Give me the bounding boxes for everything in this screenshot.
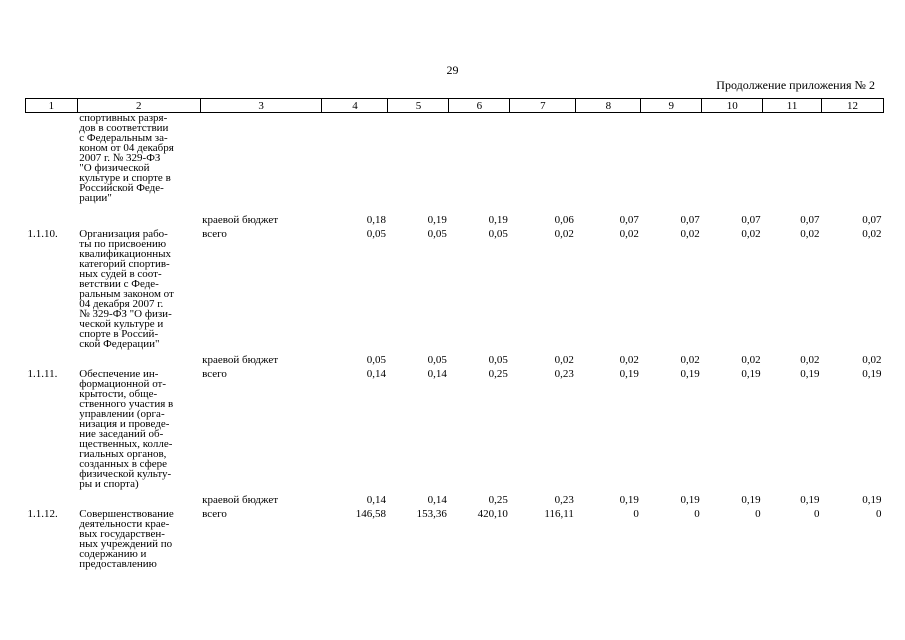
amount-cell: 0,25 (488, 494, 508, 506)
column-header: 10 (701, 98, 764, 113)
column-header: 7 (509, 98, 577, 113)
column-header: 2 (76, 98, 201, 113)
table-row: 1.1.11. Обеспечение ин- формационной от- … (26, 365, 884, 490)
amount-cell: 0,02 (554, 228, 574, 240)
column-number-row: 1 2 3 4 5 6 7 8 9 10 11 12 (25, 98, 884, 113)
column-header: 3 (199, 98, 323, 113)
funding-source: всего (202, 368, 227, 380)
amount-cell: 0,19 (427, 214, 447, 226)
amount-cell: 0,19 (680, 494, 700, 506)
amount-cell: 0,02 (800, 228, 820, 240)
amount-cell: 0,02 (554, 354, 574, 366)
table-row: 1.1.12. Совершенствование деятельности кр… (26, 505, 884, 570)
page-number: 29 (446, 63, 459, 77)
amount-cell: 146,58 (355, 508, 386, 520)
column-header: 9 (640, 98, 703, 113)
amount-cell: 0,02 (680, 354, 700, 366)
column-header: 4 (321, 98, 389, 113)
column-header: 1 (25, 98, 78, 113)
amount-cell: 0,02 (741, 354, 761, 366)
amount-cell: 0,19 (800, 368, 820, 380)
item-number: 1.1.12. (27, 508, 58, 520)
financing-table: 1 2 3 4 5 6 7 8 9 10 11 12 спортивных ра… (25, 98, 884, 570)
amount-cell: 0,19 (619, 494, 639, 506)
funding-source: краевой бюджет (202, 214, 279, 226)
amount-cell: 153,36 (416, 508, 447, 520)
activity-name: Организация рабо- ты по присвоению квали… (79, 228, 174, 350)
amount-cell: 0,05 (427, 354, 447, 366)
amount-cell: 0,02 (741, 228, 761, 240)
amount-cell: 0,05 (488, 228, 508, 240)
amount-cell: 0,07 (741, 214, 761, 226)
amount-cell: 0,02 (619, 228, 639, 240)
appendix-note: Продолжение приложения № 2 (716, 78, 875, 92)
amount-cell: 0,19 (488, 214, 508, 226)
amount-cell: 0,19 (862, 494, 882, 506)
amount-cell: 0,07 (800, 214, 820, 226)
amount-cell: 0,05 (427, 228, 447, 240)
funding-source: краевой бюджет (202, 354, 279, 366)
amount-cell: 0,05 (366, 228, 386, 240)
column-header: 8 (575, 98, 642, 113)
funding-source: всего (202, 508, 227, 520)
amount-cell: 0,19 (741, 494, 761, 506)
item-number (26, 211, 78, 225)
activity-name: спортивных разря- дов в соответствии с Ф… (79, 112, 174, 204)
column-header: 12 (821, 98, 884, 113)
amount-cell: 116,11 (544, 508, 574, 520)
table-row: краевой бюджет 0,18 0,19 0,19 0,06 0,07 0,07 0,… (26, 211, 884, 226)
amount-cell: 0,05 (366, 354, 386, 366)
amount-cell: 0,19 (862, 368, 882, 380)
amount-cell: 0,19 (741, 368, 761, 380)
amount-cell: 0,07 (619, 214, 639, 226)
funding-source: всего (202, 228, 227, 240)
amount-cell: 0,02 (619, 354, 639, 366)
table-row-continuation: спортивных разря- дов в соответствии с Ф… (26, 113, 884, 212)
activity-name (77, 489, 200, 505)
activity-name (77, 211, 200, 225)
table-row: краевой бюджет 0,14 0,14 0,25 0,23 0,19 0,19 0,… (26, 489, 884, 506)
amount-cell: 0,02 (800, 354, 820, 366)
funding-source: краевой бюджет (202, 494, 279, 506)
activity-name: Обеспечение ин- формационной от- крытост… (79, 368, 174, 490)
amount-cell: 0,23 (554, 368, 574, 380)
item-number: 1.1.10. (27, 228, 58, 240)
activity-name: Совершенствование деятельности крае- вых… (79, 508, 174, 570)
amount-cell: 0,14 (427, 494, 447, 506)
amount-cell: 0,02 (862, 228, 882, 240)
item-number (26, 489, 78, 505)
amount-cell: 0,07 (862, 214, 882, 226)
amount-cell: 0,05 (488, 354, 508, 366)
amount-cell: 0,02 (680, 228, 700, 240)
amount-cell: 0,07 (680, 214, 700, 226)
item-number (26, 349, 78, 365)
column-header: 5 (387, 98, 450, 113)
column-header: 11 (762, 98, 823, 113)
amount-cell: 0 (876, 508, 882, 520)
amount-cell: 0,14 (366, 368, 386, 380)
amount-cell: 0,18 (366, 214, 386, 226)
amount-cell: 0,19 (680, 368, 700, 380)
amount-cell: 0 (694, 508, 700, 520)
amount-cell: 0,19 (800, 494, 820, 506)
amount-cell: 420,10 (477, 508, 508, 520)
amount-cell: 0 (814, 508, 820, 520)
amount-cell: 0 (633, 508, 639, 520)
amount-cell: 0,23 (554, 494, 574, 506)
table-row: 1.1.10. Организация рабо- ты по присвоени… (26, 225, 884, 350)
amount-cell: 0,19 (619, 368, 639, 380)
amount-cell: 0,06 (554, 214, 574, 226)
activity-name (77, 349, 200, 365)
amount-cell: 0 (755, 508, 761, 520)
amount-cell: 0,02 (862, 354, 882, 366)
column-header: 6 (448, 98, 511, 113)
amount-cell: 0,14 (427, 368, 447, 380)
amount-cell: 0,14 (366, 494, 386, 506)
table-row: краевой бюджет 0,05 0,05 0,05 0,02 0,02 0,02 0,… (26, 349, 884, 366)
amount-cell: 0,25 (488, 368, 508, 380)
item-number: 1.1.11. (27, 368, 58, 380)
